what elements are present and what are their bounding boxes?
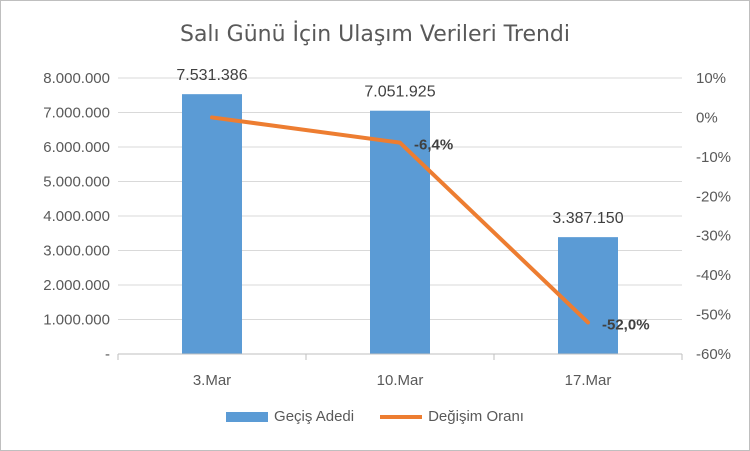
y-right-tick-label: 10% xyxy=(696,70,726,87)
legend-label-line: Değişim Oranı xyxy=(428,408,524,425)
y-right-tick-label: -30% xyxy=(696,228,731,245)
y-right-tick-label: -20% xyxy=(696,188,731,205)
y-right-tick-label: 0% xyxy=(696,109,718,126)
y-left-tick-label: 8.000.000 xyxy=(43,70,110,87)
y-left-tick-label: 1.000.000 xyxy=(43,312,110,329)
bar xyxy=(370,110,430,354)
bar xyxy=(182,94,242,355)
y-left-tick-label: 6.000.000 xyxy=(43,139,110,156)
legend-swatch-bar xyxy=(226,411,269,422)
y-left-tick-label: - xyxy=(105,346,110,363)
legend-item-line: Değişim Oranı xyxy=(380,408,524,425)
legend-swatch-line xyxy=(380,414,423,419)
y-left-tick-label: 5.000.000 xyxy=(43,174,110,191)
bar xyxy=(558,237,618,354)
y-left-tick-label: 7.000.000 xyxy=(43,105,110,122)
series-line xyxy=(210,115,590,325)
line-data-label: -6,4% xyxy=(414,137,453,154)
y-left-tick-label: 2.000.000 xyxy=(43,277,110,294)
y-left-tick-label: 3.000.000 xyxy=(43,243,110,260)
y-left-tick-label: 4.000.000 xyxy=(43,208,110,225)
bar-data-label: 7.051.925 xyxy=(364,84,435,101)
y-right-tick-label: -40% xyxy=(696,267,731,284)
chart-title: Salı Günü İçin Ulaşım Verileri Trendi xyxy=(179,22,571,47)
line-data-label: -52,0% xyxy=(602,316,650,333)
x-tick-label: 10.Mar xyxy=(377,372,424,389)
y-right-tick-label: -60% xyxy=(696,346,731,363)
bar-data-label: 7.531.386 xyxy=(176,67,247,84)
legend-item-bar: Geçiş Adedi xyxy=(226,408,354,425)
bar-data-label: 3.387.150 xyxy=(552,210,623,227)
x-tick-label: 3.Mar xyxy=(193,372,231,389)
y-right-tick-label: -50% xyxy=(696,307,731,324)
chart-legend: Geçiş Adedi Değişim Oranı xyxy=(0,408,750,425)
legend-label-bar: Geçiş Adedi xyxy=(274,408,355,425)
y-right-tick-label: -10% xyxy=(696,149,731,166)
x-tick-label: 17.Mar xyxy=(565,372,612,389)
